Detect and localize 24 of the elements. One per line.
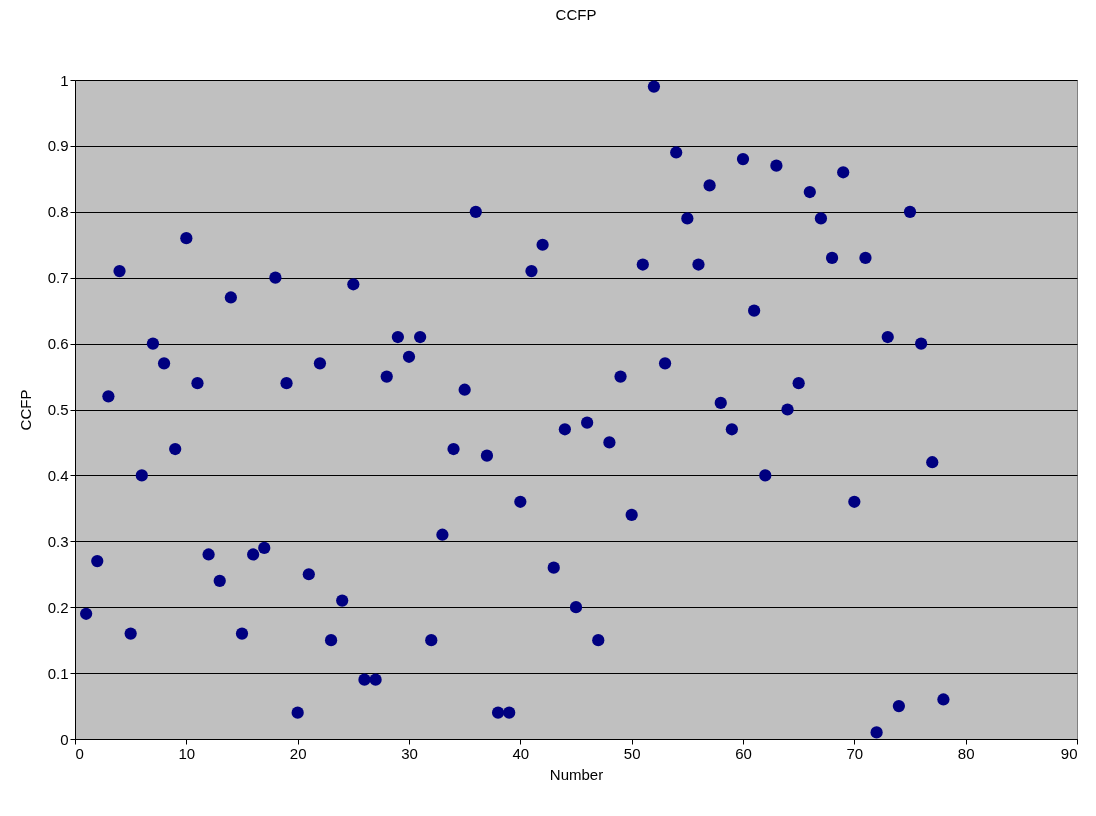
y-tick-label: 0.4 [47,466,69,484]
x-axis-title: Number [549,765,604,783]
x-tick-label: 20 [289,744,307,762]
x-tick-label: 30 [401,744,418,762]
x-tick-label: 80 [957,744,975,762]
y-tick-label: 0.1 [47,664,69,682]
x-tick-label: 0 [75,744,84,762]
y-tick-label: 0.5 [47,401,69,418]
x-tick-label: 70 [846,744,864,762]
y-axis-title: CCFP [16,389,34,431]
y-tick-label: 0 [60,730,69,748]
x-tick-label: 60 [735,744,752,762]
y-tick-label: 0.9 [47,137,69,155]
x-tick-label: 50 [623,744,641,762]
x-tick-label: 90 [1060,744,1078,762]
y-tick-label: 0.2 [47,598,69,616]
y-tick-label: 0.8 [47,203,69,221]
y-tick-label: 1 [60,71,69,89]
y-tick-label: 0.7 [47,269,69,287]
y-tick-label: 0.3 [47,532,69,550]
y-tick-label: 0.6 [47,335,69,353]
chart-title: CCFP [555,6,597,23]
x-tick-label: 10 [178,744,196,762]
x-tick-label: 40 [512,744,530,762]
